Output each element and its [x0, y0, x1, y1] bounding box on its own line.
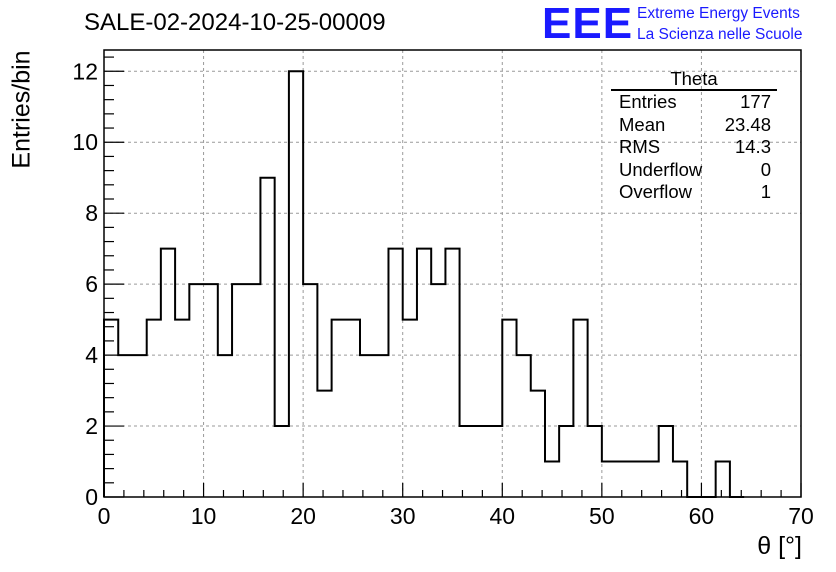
stats-label: Entries — [619, 91, 677, 112]
x-tick-label: 40 — [489, 503, 515, 529]
logo-line-2: La Scienza nelle Scuole — [637, 26, 803, 43]
y-axis-label: Entries/bin — [7, 50, 36, 169]
stats-row-underflow: Underflow 0 — [611, 159, 777, 182]
logo-line-1: Extreme Energy Events — [637, 5, 800, 22]
stats-box: Theta Entries 177 Mean 23.48 RMS 14.3 Un… — [611, 69, 777, 204]
x-tick-label: 60 — [689, 503, 715, 529]
stats-label: Overflow — [619, 181, 692, 203]
stats-label: Mean — [619, 113, 666, 135]
grid — [104, 50, 801, 497]
y-tick-label: 2 — [85, 413, 98, 439]
run-title: SALE-02-2024-10-25-00009 — [84, 9, 386, 36]
x-tick-label: 30 — [390, 503, 416, 529]
y-tick-label: 4 — [85, 342, 98, 368]
stats-title: Theta — [611, 69, 777, 91]
stats-row-rms: RMS 14.3 — [611, 136, 777, 159]
y-tick-label: 8 — [85, 200, 98, 226]
x-tick-label: 50 — [589, 503, 615, 529]
stats-value: 14.3 — [734, 136, 771, 158]
stats-label: RMS — [619, 136, 661, 158]
stats-value: 177 — [740, 91, 771, 112]
x-tick-label: 10 — [191, 503, 217, 529]
stats-label: Underflow — [619, 158, 703, 180]
stats-row-entries: Entries 177 — [611, 91, 777, 114]
stats-value: 1 — [760, 181, 771, 203]
stats-row-mean: Mean 23.48 — [611, 114, 777, 137]
y-tick-label: 0 — [85, 484, 98, 510]
y-tick-label: 12 — [72, 58, 98, 84]
y-tick-label: 10 — [72, 129, 98, 155]
histogram-outline — [103, 70, 745, 498]
x-tick-label: 0 — [98, 503, 111, 529]
y-tick-label: 6 — [85, 271, 98, 297]
x-tick-label: 20 — [290, 503, 316, 529]
stats-value: 0 — [760, 158, 771, 180]
axis-ticks — [103, 56, 802, 498]
plot-frame — [103, 49, 802, 498]
stats-value: 23.48 — [724, 113, 771, 135]
stats-row-overflow: Overflow 1 — [611, 181, 777, 204]
x-tick-label: 70 — [788, 503, 814, 529]
eee-logo: EEE — [542, 0, 634, 48]
x-axis-label: θ [°] — [757, 532, 802, 560]
